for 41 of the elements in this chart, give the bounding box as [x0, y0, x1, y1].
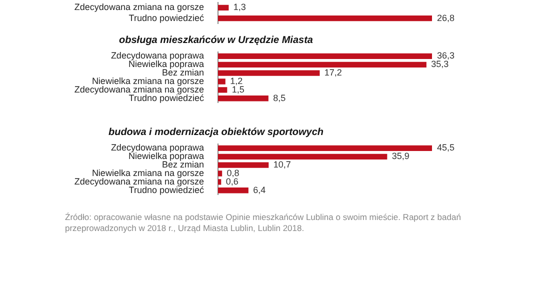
bar — [218, 170, 222, 176]
chart-title: obsługa mieszkańców w Urzędzie Miasta — [119, 34, 314, 46]
y-tick-label: Bez zmian — [162, 160, 204, 170]
data-label: 6,4 — [253, 184, 266, 195]
bar — [218, 53, 432, 60]
y-tick-label: Trudno powiedzieć — [128, 92, 204, 103]
bar — [218, 188, 248, 194]
data-label: 1,3 — [233, 2, 246, 12]
bar — [218, 154, 388, 160]
bar — [218, 78, 226, 84]
data-label: 26,8 — [437, 12, 455, 23]
bar — [218, 145, 432, 152]
y-tick-label: Niewielka poprawa — [128, 59, 204, 70]
y-tick-label: Zdecydowana poprawa — [110, 50, 204, 61]
bar — [218, 179, 222, 185]
y-tick-label: Bez zmian — [162, 68, 204, 78]
y-tick-label: Niewielka poprawa — [128, 151, 204, 162]
data-label: 45,5 — [437, 142, 455, 153]
data-label: 0,6 — [226, 176, 238, 186]
chart-title: budowa i modernizacja obiektów sportowych — [108, 126, 324, 138]
y-tick-label: Zdecydowana zmiana na gorsze — [74, 2, 204, 12]
text: Źródło: opracowanie własne na podstawie Opinie mieszkańców Lublina o swoim mieście. Raport z badań przeprowadzonych w 2018 r., Urząd Miasta Lublin, Lublin 2018. — [65, 212, 462, 234]
data-label: 35,9 — [392, 151, 410, 162]
data-label: 8,5 — [273, 92, 286, 103]
data-label: 0,8 — [226, 168, 240, 178]
y-tick-label: Trudno powiedzieć — [128, 184, 204, 195]
y-tick-label: Niewielka zmiana na gorsze — [92, 168, 204, 178]
bar — [218, 87, 228, 93]
data-label: 10,7 — [273, 160, 291, 170]
data-label: 36,3 — [437, 50, 455, 61]
bar — [218, 62, 426, 68]
y-tick-label: Niewielka zmiana na gorsze — [92, 76, 204, 86]
data-label: 1,5 — [232, 84, 244, 94]
data-label: 35,3 — [431, 59, 449, 70]
y-tick-label: Zdecydowana poprawa — [110, 142, 204, 153]
bar — [218, 162, 269, 168]
y-tick-label: Trudno powiedzieć — [128, 12, 204, 23]
data-label: 1,2 — [230, 76, 243, 86]
bar — [218, 96, 268, 102]
data-label: 17,2 — [324, 68, 342, 78]
bar — [218, 70, 320, 76]
